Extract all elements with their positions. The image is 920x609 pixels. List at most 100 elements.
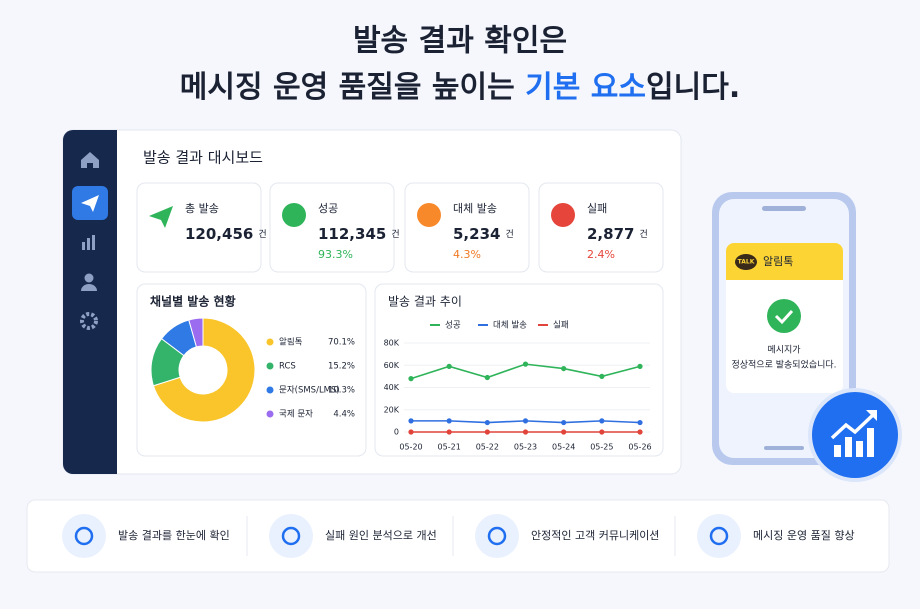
point xyxy=(446,363,452,369)
growth-badge xyxy=(808,388,902,482)
stat-value: 112,345 건 xyxy=(318,225,400,243)
phone-speaker xyxy=(762,206,806,211)
x-tick-label: 05-20 xyxy=(399,443,422,452)
stat-unit: 건 xyxy=(505,229,513,240)
stat-rate: 2.4% xyxy=(587,248,615,261)
feature-icon xyxy=(487,526,507,546)
line-title: 발송 결과 추이 xyxy=(388,295,462,309)
stat-label: 실패 xyxy=(587,202,607,215)
point xyxy=(561,365,567,372)
x-tick-label: 05-23 xyxy=(514,443,537,452)
legend-dot xyxy=(266,410,274,418)
y-tick-label: 0 xyxy=(394,428,399,437)
point xyxy=(484,429,490,435)
feature-icon xyxy=(74,526,94,546)
x-tick-label: 05-25 xyxy=(590,443,613,452)
point xyxy=(522,361,529,367)
legend-dot xyxy=(266,338,274,346)
talk-badge: TALK xyxy=(738,259,755,266)
point xyxy=(484,419,490,426)
stat-label: 총 발송 xyxy=(185,202,219,215)
point xyxy=(561,429,567,435)
legend-value: 15.2% xyxy=(328,362,355,372)
point xyxy=(599,373,605,379)
point xyxy=(408,376,414,382)
stat-number: 5,234 xyxy=(453,225,500,243)
y-tick-label: 40K xyxy=(384,383,400,392)
growth-icon xyxy=(830,410,877,457)
sidebar xyxy=(63,130,117,474)
stat-unit: 건 xyxy=(639,229,647,240)
y-tick-label: 80K xyxy=(384,339,400,348)
point xyxy=(484,374,490,381)
legend-label: 문자(SMS/LMS) xyxy=(279,386,340,396)
pie-slice xyxy=(188,317,204,348)
point xyxy=(637,419,643,426)
feature-icon xyxy=(709,526,729,546)
chart-icon xyxy=(87,238,90,250)
stat-card xyxy=(269,182,395,273)
x-tick-label: 05-21 xyxy=(438,443,461,452)
line-panel xyxy=(374,283,664,457)
feature-icon xyxy=(281,526,301,546)
headline-text: 메시징 운영 품질을 높이는 xyxy=(180,70,515,105)
stat-card xyxy=(538,182,664,273)
check-icon xyxy=(767,299,801,333)
feature-icon-bg xyxy=(475,514,519,558)
point xyxy=(522,418,529,424)
stat-value: 2,877 건 xyxy=(587,225,648,243)
user-icon[interactable] xyxy=(84,273,94,283)
stat-number: 112,345 xyxy=(318,225,386,243)
message-header xyxy=(726,243,843,280)
y-tick-label: 60K xyxy=(384,361,400,370)
talk-logo xyxy=(735,254,757,270)
sidebar-icons xyxy=(72,152,108,330)
feature-label: 안정적인 고객 커뮤니케이션 xyxy=(531,529,659,542)
stat-label: 대체 발송 xyxy=(453,202,497,215)
legend-label: 실패 xyxy=(553,320,569,331)
stat-unit: 건 xyxy=(391,229,399,240)
stat-card xyxy=(136,182,262,273)
stat-rate: 4.3% xyxy=(453,248,481,261)
stat-unit: 건 xyxy=(258,229,266,240)
feature-label: 메시징 운영 품질 향상 xyxy=(753,529,855,542)
chart-icon xyxy=(92,235,95,250)
dashboard-title: 발송 결과 대시보드 xyxy=(143,149,263,167)
legend-label: 알림톡 xyxy=(279,337,303,348)
headline: 메시징 운영 품질을 높이는 기본 요소입니다. xyxy=(180,70,740,105)
legend-label: RCS xyxy=(279,362,296,372)
x-tick-label: 05-24 xyxy=(552,443,575,452)
legend-value: 4.4% xyxy=(333,410,355,420)
legend-label: 성공 xyxy=(445,321,461,331)
chart-icon[interactable] xyxy=(82,242,85,250)
stat-value: 5,234 건 xyxy=(453,225,514,243)
point xyxy=(408,429,414,435)
x-tick-label: 05-22 xyxy=(476,443,499,452)
point xyxy=(599,429,605,435)
settings-icon[interactable] xyxy=(80,312,98,330)
stat-rate: 93.3% xyxy=(318,248,353,261)
feature-label: 실패 원인 분석으로 개선 xyxy=(325,529,437,542)
stat-number: 120,456 xyxy=(185,225,253,243)
headline: 발송 결과 확인은 xyxy=(353,24,567,59)
pie-title: 채널별 발송 현황 xyxy=(150,294,236,309)
feature-label: 발송 결과를 한눈에 확인 xyxy=(118,529,230,542)
feature-bar xyxy=(26,499,890,573)
home-bar xyxy=(764,446,804,450)
app-name: 알림톡 xyxy=(763,254,793,268)
stat-card xyxy=(404,182,530,273)
legend-label: 국제 문자 xyxy=(279,410,313,420)
y-tick-label: 20K xyxy=(384,405,400,414)
point xyxy=(408,418,414,424)
home-icon[interactable] xyxy=(81,152,99,168)
point xyxy=(637,363,643,369)
point xyxy=(446,429,452,435)
x-tick-label: 05-26 xyxy=(628,443,651,452)
point xyxy=(446,418,452,424)
legend-value: 70.1% xyxy=(328,338,355,348)
legend-dot xyxy=(266,362,274,370)
feature-icon-bg xyxy=(62,514,106,558)
pie-slice xyxy=(152,317,256,423)
